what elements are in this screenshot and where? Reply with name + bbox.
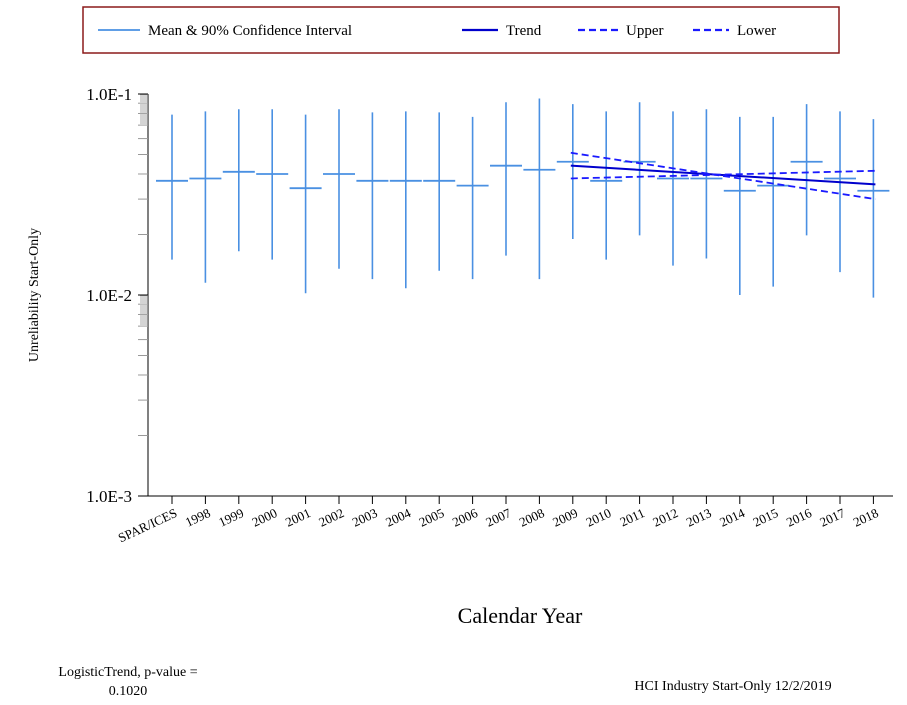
chart-caption: HCI Industry Start-Only 12/2/2019 <box>634 679 831 694</box>
x-tick-label: 2008 <box>517 505 547 530</box>
x-tick-label: 2010 <box>584 505 614 530</box>
x-tick-label: 2016 <box>784 505 814 530</box>
x-ticks: SPAR/ICES 1998 1999 2000 2001 2002 2003 2004 200… <box>116 496 881 545</box>
confidence-interval-bars <box>156 98 890 298</box>
legend-label-3: Upper <box>626 23 664 39</box>
legend: Mean & 90% Confidence Interval Trend Upper… <box>82 6 840 54</box>
x-tick-label: 2003 <box>350 505 380 530</box>
x-tick-label: 2013 <box>684 505 714 530</box>
x-tick-label: 2015 <box>751 505 781 530</box>
x-tick-label: 1999 <box>216 505 246 530</box>
x-tick-label: 2007 <box>483 505 513 530</box>
x-tick-label: 2000 <box>250 505 280 530</box>
x-tick-label: 2005 <box>417 505 447 530</box>
trend-line <box>570 164 876 186</box>
upper-line <box>570 151 876 200</box>
x-tick-label: 2018 <box>851 505 881 530</box>
plot-area: 1.0E-3 1.0E-2 1.0E-1 SPAR/ICES 1998 1999 2000… <box>86 85 893 545</box>
x-tick-label: 2002 <box>316 505 346 530</box>
x-tick-label: 2012 <box>650 505 680 530</box>
legend-box <box>82 6 840 54</box>
trend-lines <box>570 151 876 200</box>
trend-test-label: LogisticTrend, p-value = <box>58 665 197 680</box>
x-tick-label: 1998 <box>183 505 213 530</box>
x-tick-label: 2001 <box>283 505 313 530</box>
y-axis-title: Unreliability Start-Only <box>27 228 42 362</box>
lower-line <box>570 169 876 180</box>
x-tick-label: 2017 <box>817 505 847 530</box>
trend-p-value: 0.1020 <box>109 684 148 699</box>
x-tick-label: 2011 <box>617 505 646 529</box>
legend-label-2: Trend <box>506 23 542 39</box>
x-tick-label: 2006 <box>450 505 480 530</box>
x-axis-title: Calendar Year <box>458 603 583 628</box>
y-tick-label: 1.0E-3 <box>86 487 132 506</box>
legend-label-1: Mean & 90% Confidence Interval <box>148 23 352 39</box>
x-tick-label: 2014 <box>717 505 747 530</box>
y-tick-label: 1.0E-1 <box>86 85 132 104</box>
legend-label-4: Lower <box>737 23 776 39</box>
y-tick-label: 1.0E-2 <box>86 286 132 305</box>
x-tick-label: SPAR/ICES <box>116 505 180 545</box>
x-tick-label: 2004 <box>383 505 413 530</box>
x-tick-label: 2009 <box>550 505 580 530</box>
y-major-ticks: 1.0E-3 1.0E-2 1.0E-1 <box>86 85 148 506</box>
y-minor-ticks <box>138 94 148 436</box>
